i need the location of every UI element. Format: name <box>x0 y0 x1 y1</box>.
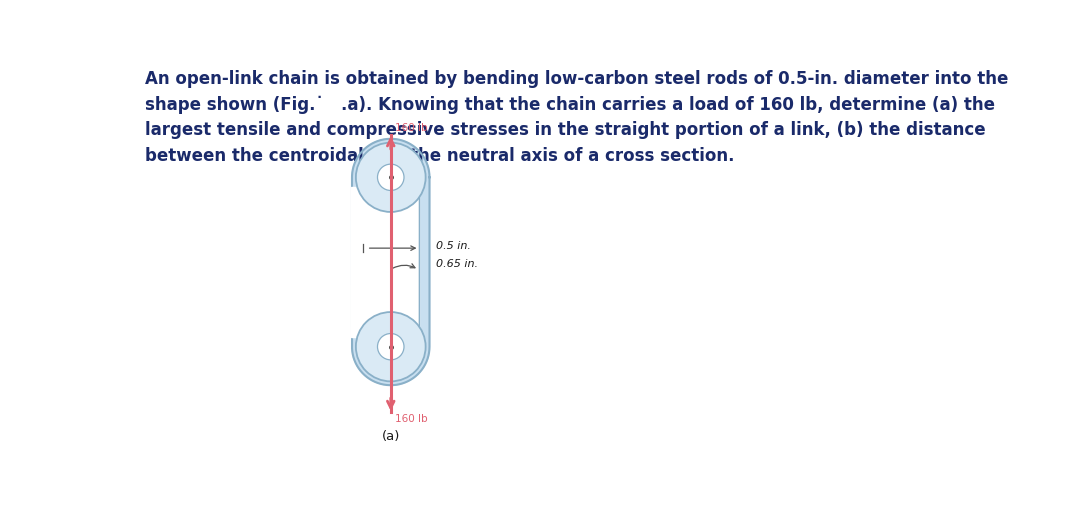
Circle shape <box>378 334 404 360</box>
Text: 0.65 in.: 0.65 in. <box>436 259 478 268</box>
Text: 160 lb: 160 lb <box>395 415 428 424</box>
Text: An open-link chain is obtained by bending low-carbon steel rods of 0.5-in. diame: An open-link chain is obtained by bendin… <box>145 70 1009 165</box>
Circle shape <box>378 164 404 191</box>
Circle shape <box>356 143 426 212</box>
Polygon shape <box>352 139 430 385</box>
Text: (a): (a) <box>381 431 400 443</box>
Polygon shape <box>351 187 362 337</box>
Circle shape <box>356 312 426 381</box>
Text: 160 lb: 160 lb <box>395 123 428 133</box>
Text: 0.5 in.: 0.5 in. <box>435 241 471 251</box>
Polygon shape <box>362 159 419 365</box>
